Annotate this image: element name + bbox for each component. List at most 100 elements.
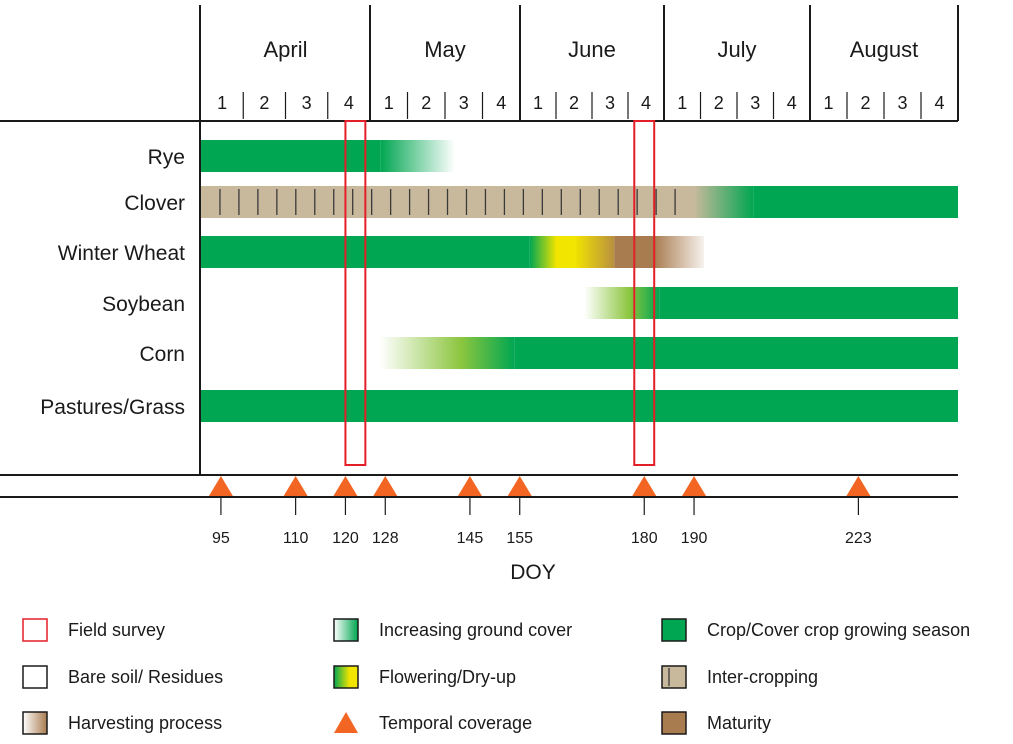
legend-item-increasing-ground-cover: Increasing ground cover	[333, 618, 572, 642]
doy-label: 145	[457, 530, 484, 547]
legend-item-crop-cover-crop-growing-season: Crop/Cover crop growing season	[661, 618, 970, 642]
chart-frame	[0, 5, 958, 498]
legend-swatch-flowering	[333, 665, 359, 689]
crop-label-corn: Corn	[139, 343, 185, 366]
bar-segment-growing	[201, 140, 381, 172]
legend-label: Maturity	[707, 713, 771, 733]
week-label: 3	[459, 93, 469, 113]
crop-label-clover: Clover	[124, 192, 185, 215]
legend-label: Harvesting process	[68, 713, 222, 733]
week-label: 3	[897, 93, 907, 113]
crop-row-soybean: Soybean	[102, 287, 958, 319]
bar-segment-harvesting	[380, 140, 455, 172]
legend-label: Temporal coverage	[379, 713, 532, 733]
bar-segment-drying	[574, 236, 615, 268]
doy-label: 120	[332, 530, 359, 547]
doy-label: 155	[506, 530, 533, 547]
temporal-coverage-marker	[208, 476, 233, 496]
week-label: 3	[750, 93, 760, 113]
legend-item-bare-soil-residues: Bare soil/ Residues	[22, 665, 223, 689]
bar-segment-flowering	[529, 236, 575, 268]
month-label-april: April	[263, 37, 307, 62]
legend-item-flowering-dry-up: Flowering/Dry-up	[333, 665, 516, 689]
temporal-coverage-marker	[632, 476, 657, 496]
week-label: 2	[259, 93, 269, 113]
bar-segment-growing	[753, 186, 958, 218]
legend-item-inter-cropping: Inter-cropping	[661, 665, 818, 689]
crop-row-clover: Clover	[124, 186, 958, 218]
week-label: 2	[714, 93, 724, 113]
crop-row-winter-wheat: Winter Wheat	[58, 236, 705, 268]
temporal-coverage-marker	[507, 476, 532, 496]
doy-label: 95	[212, 530, 230, 547]
crop-row-rye: Rye	[148, 140, 455, 172]
month-label-may: May	[424, 37, 466, 62]
legend: Field survey Bare soil/ Residues Harvestin…	[22, 618, 970, 735]
legend-swatch-harvesting	[22, 711, 48, 735]
legend-item-field-survey: Field survey	[22, 618, 165, 642]
crop-row-pastures-grass: Pastures/Grass	[40, 390, 958, 422]
temporal-coverage-marker	[283, 476, 308, 496]
field-survey-box	[633, 120, 656, 466]
bar-segment-harvesting	[654, 236, 705, 268]
week-label: 4	[787, 93, 797, 113]
month-label-august: August	[850, 37, 919, 62]
temporal-coverage-marker	[682, 476, 707, 496]
month-week-header: April 1 2 3 4 May 1 2 3 4 June 1 2 3 4 July 1 2 3 4 August 1 2…	[217, 5, 959, 121]
month-label-july: July	[717, 37, 756, 62]
legend-item-harvesting-process: Harvesting process	[22, 711, 222, 735]
legend-item-maturity: Maturity	[661, 711, 771, 735]
legend-label: Inter-cropping	[707, 667, 818, 687]
bar-segment-growing	[201, 390, 958, 422]
doy-label: 223	[845, 530, 872, 547]
week-label: 1	[677, 93, 687, 113]
legend-swatch-maturity	[661, 711, 687, 735]
legend-swatch-triangle	[334, 712, 358, 733]
legend-swatch-bare	[22, 665, 48, 689]
week-label: 4	[641, 93, 651, 113]
legend-item-temporal-coverage: Temporal coverage	[334, 712, 532, 733]
doy-label: 180	[631, 530, 658, 547]
legend-swatch-growing	[661, 618, 687, 642]
legend-label: Bare soil/ Residues	[68, 667, 223, 687]
doy-axis: 95 110 120 128 145 155 180 190 223 DOY	[208, 476, 872, 584]
week-label: 4	[344, 93, 354, 113]
legend-label: Increasing ground cover	[379, 620, 572, 640]
week-label: 3	[605, 93, 615, 113]
temporal-coverage-marker	[373, 476, 398, 496]
crop-label-winter-wheat: Winter Wheat	[58, 242, 185, 265]
week-label: 2	[421, 93, 431, 113]
week-label: 4	[934, 93, 944, 113]
crop-label-rye: Rye	[148, 146, 185, 169]
week-label: 1	[533, 93, 543, 113]
week-label: 4	[496, 93, 506, 113]
temporal-coverage-marker	[333, 476, 358, 496]
temporal-coverage-marker	[457, 476, 482, 496]
week-label: 3	[302, 93, 312, 113]
bar-segment-growing	[514, 337, 958, 369]
crop-label-pastures-grass: Pastures/Grass	[40, 396, 185, 419]
week-label: 2	[569, 93, 579, 113]
doy-label: 110	[283, 530, 309, 547]
temporal-coverage-marker	[846, 476, 871, 496]
legend-label: Flowering/Dry-up	[379, 667, 516, 687]
doy-label: 128	[372, 530, 399, 547]
week-label: 1	[823, 93, 833, 113]
bar-segment-increasing	[380, 337, 515, 369]
legend-swatch-intercropping	[661, 665, 687, 689]
week-label: 1	[217, 93, 227, 113]
doy-label: 190	[681, 530, 708, 547]
month-label-june: June	[568, 37, 616, 62]
legend-label: Crop/Cover crop growing season	[707, 620, 970, 640]
bar-segment-increasing	[584, 287, 660, 319]
legend-swatch-increasing	[333, 618, 359, 642]
field-survey-boxes	[344, 120, 656, 466]
field-survey-box	[344, 120, 367, 466]
legend-swatch-survey	[22, 618, 48, 642]
x-axis-title: DOY	[510, 561, 556, 584]
week-label: 1	[384, 93, 394, 113]
crop-bars: Rye Clover Winter Wheat Soybean Corn Pastures…	[40, 140, 958, 422]
bar-segment-growing	[659, 287, 958, 319]
crop-row-corn: Corn	[139, 337, 958, 369]
